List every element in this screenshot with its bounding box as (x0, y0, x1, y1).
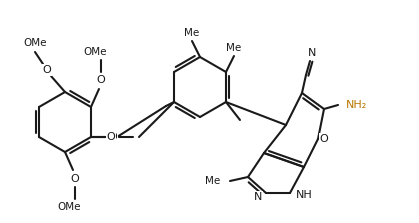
Text: Me: Me (184, 28, 199, 38)
Text: O: O (43, 65, 52, 75)
Text: O: O (71, 174, 79, 184)
Text: N: N (308, 48, 316, 58)
Text: Me: Me (205, 176, 220, 186)
Text: N: N (253, 192, 262, 202)
Text: O: O (97, 75, 105, 85)
Text: OMe: OMe (83, 47, 107, 57)
Text: O: O (109, 132, 117, 142)
Text: OMe: OMe (23, 38, 47, 48)
Text: Me: Me (226, 43, 242, 53)
Text: NH: NH (296, 190, 313, 200)
Text: NH₂: NH₂ (346, 100, 367, 110)
Text: O: O (106, 132, 115, 142)
Text: O: O (320, 134, 328, 144)
Text: OMe: OMe (57, 202, 81, 212)
